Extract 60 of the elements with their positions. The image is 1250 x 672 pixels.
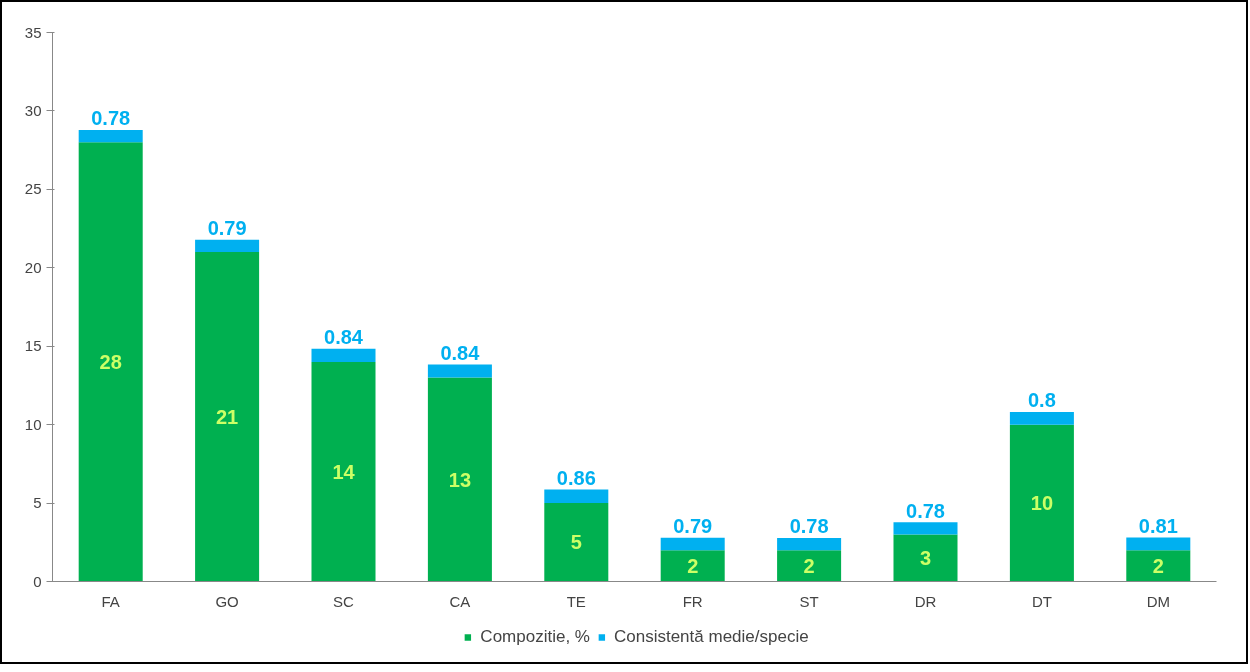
y-tick-label: 15 — [24, 337, 42, 355]
data-label: 28 — [99, 350, 122, 373]
data-label: 0.78 — [789, 515, 829, 538]
y-tick-label: 25 — [24, 180, 42, 198]
data-label: 0.79 — [207, 217, 247, 239]
bar — [427, 377, 492, 582]
data-label: 3 — [919, 546, 932, 569]
y-tick-label: 20 — [24, 258, 42, 276]
data-label: 10 — [1030, 492, 1054, 515]
bar — [78, 142, 143, 582]
data-label: 0.84 — [324, 326, 364, 349]
data-label: 0.79 — [673, 515, 713, 538]
y-tick-label: 10 — [24, 415, 42, 433]
bar — [78, 130, 143, 143]
data-label: 13 — [448, 468, 472, 491]
x-tick-label: DR — [914, 592, 937, 610]
x-tick-label: GO — [215, 592, 239, 610]
bar — [893, 534, 958, 582]
x-tick-label: SC — [333, 592, 355, 610]
x-tick-label: ST — [799, 592, 819, 610]
bar — [544, 503, 609, 582]
bar — [660, 537, 725, 551]
data-label: 0.84 — [440, 341, 481, 364]
data-label: 0.8 — [1028, 389, 1056, 412]
legend-label: Compozitie, % — [480, 627, 590, 647]
bar — [427, 364, 492, 378]
bar — [1009, 424, 1074, 582]
data-label: 2 — [687, 554, 699, 577]
bar — [1126, 537, 1191, 551]
bar — [1126, 550, 1191, 582]
data-label: 5 — [570, 531, 582, 554]
y-tick-label: 5 — [33, 494, 42, 512]
bar — [195, 239, 260, 253]
x-tick-label: DT — [1031, 592, 1052, 610]
bar — [544, 489, 609, 504]
y-tick-label: 0 — [33, 572, 42, 590]
data-label: 14 — [332, 460, 356, 483]
bar — [195, 252, 260, 582]
data-label: 21 — [215, 405, 239, 428]
y-tick-label: 30 — [24, 101, 42, 119]
data-label: 0.78 — [91, 107, 131, 130]
bar — [1009, 412, 1074, 425]
x-tick-label: FR — [682, 592, 703, 610]
bar — [311, 348, 376, 362]
data-label: 2 — [803, 554, 815, 577]
data-label: 2 — [1152, 554, 1164, 577]
bar — [893, 522, 958, 535]
legend-label: Consistentă medie/specie — [613, 627, 809, 647]
bar — [777, 537, 842, 551]
x-tick-label: TE — [566, 592, 586, 610]
x-tick-label: FA — [101, 592, 120, 610]
bar — [311, 361, 376, 582]
bar — [777, 550, 842, 582]
data-label: 0.78 — [906, 499, 945, 522]
data-label: 0.81 — [1138, 514, 1178, 537]
data-label: 0.86 — [556, 466, 596, 489]
x-tick-label: DM — [1146, 592, 1170, 610]
bar — [660, 550, 725, 582]
y-tick-label: 35 — [24, 23, 42, 41]
x-tick-label: CA — [449, 592, 471, 610]
